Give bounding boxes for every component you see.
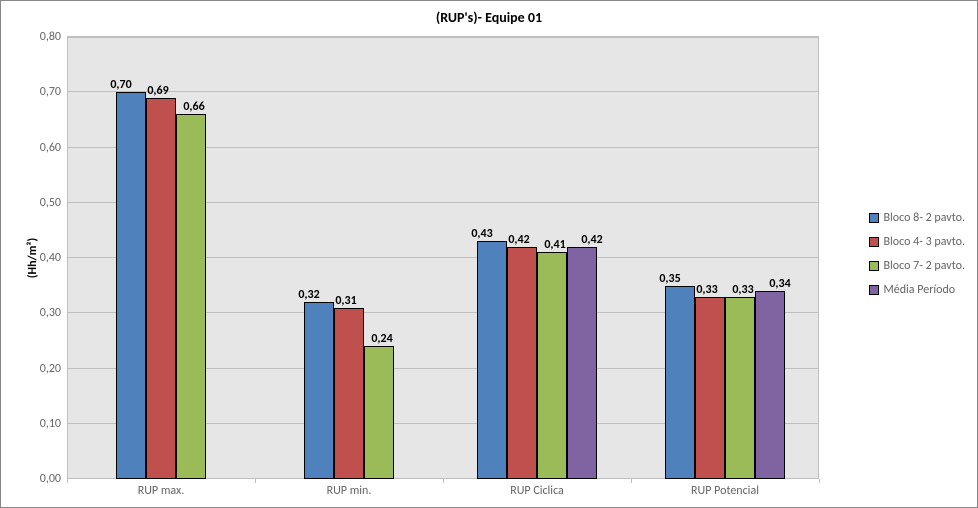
chart-title: (RUP's)- Equipe 01	[1, 1, 977, 26]
legend-swatch	[869, 285, 879, 295]
legend-swatch	[869, 261, 879, 271]
category-group: 0,700,690,66RUP max.	[67, 37, 255, 479]
y-tick-label: 0,50	[40, 196, 67, 210]
y-tick-label: 0,10	[40, 417, 67, 431]
category-group: 0,430,420,410,42RUP Ciclica	[443, 37, 631, 479]
bar-value-label: 0,41	[544, 238, 565, 252]
bar-value-label: 0,33	[732, 283, 753, 297]
legend-label: Bloco 8- 2 pavto.	[884, 211, 965, 225]
bar-value-label: 0,43	[471, 227, 492, 241]
bar: 0,69	[146, 98, 176, 479]
bar: 0,41	[537, 252, 567, 479]
bar-value-label: 0,32	[298, 288, 319, 302]
bar: 0,42	[507, 247, 537, 479]
bar: 0,24	[364, 346, 394, 479]
bar: 0,66	[176, 114, 206, 479]
bar-value-label: 0,69	[147, 84, 168, 98]
y-tick-label: 0,70	[40, 85, 67, 99]
x-tick-label: RUP Ciclica	[443, 479, 631, 498]
x-tick-label: RUP Potencial	[631, 479, 819, 498]
bar-value-label: 0,34	[769, 277, 790, 291]
bar: 0,34	[755, 291, 785, 479]
bar-value-label: 0,33	[696, 283, 717, 297]
bar-value-label: 0,42	[508, 233, 529, 247]
bar: 0,33	[725, 297, 755, 479]
bar-cluster: 0,700,690,66	[67, 37, 255, 479]
bar: 0,32	[304, 302, 334, 479]
bar-value-label: 0,70	[110, 78, 131, 92]
legend-label: Bloco 7- 2 pavto.	[884, 259, 965, 273]
bar: 0,70	[116, 92, 146, 479]
x-tick-label: RUP max.	[67, 479, 255, 498]
category-group: 0,320,310,24RUP min.	[255, 37, 443, 479]
bar: 0,42	[567, 247, 597, 479]
legend: Bloco 8- 2 pavto. Bloco 4- 3 pavto. Bloco …	[869, 211, 965, 297]
y-tick-label: 0,40	[40, 251, 67, 265]
x-tick-label: RUP min.	[255, 479, 443, 498]
bar-value-label: 0,42	[581, 233, 602, 247]
legend-item: Bloco 7- 2 pavto.	[869, 259, 965, 273]
x-tick	[819, 479, 820, 483]
bar-cluster: 0,350,330,330,34	[631, 37, 819, 479]
legend-swatch	[869, 237, 879, 247]
bar-value-label: 0,35	[659, 272, 680, 286]
legend-item: Média Período	[869, 283, 965, 297]
bar: 0,35	[665, 286, 695, 479]
y-tick-label: 0,20	[40, 362, 67, 376]
y-tick-label: 0,30	[40, 306, 67, 320]
bar: 0,43	[477, 241, 507, 479]
y-tick-label: 0,60	[40, 141, 67, 155]
y-tick-label: 0,00	[40, 472, 67, 486]
bar-value-label: 0,24	[371, 332, 392, 346]
bar-value-label: 0,66	[183, 100, 204, 114]
bar: 0,33	[695, 297, 725, 479]
legend-item: Bloco 4- 3 pavto.	[869, 235, 965, 249]
bar: 0,31	[334, 308, 364, 479]
chart-container: (RUP's)- Equipe 01 (Hh/m²) 0,700,690,66R…	[0, 0, 978, 508]
legend-label: Média Período	[884, 283, 956, 297]
bar-cluster: 0,430,420,410,42	[443, 37, 631, 479]
plot-area: (Hh/m²) 0,700,690,66RUP max.0,320,310,24…	[67, 37, 819, 479]
legend-swatch	[869, 213, 879, 223]
y-tick-label: 0,80	[40, 30, 67, 44]
category-group: 0,350,330,330,34RUP Potencial	[631, 37, 819, 479]
legend-item: Bloco 8- 2 pavto.	[869, 211, 965, 225]
y-axis-title: (Hh/m²)	[26, 238, 40, 278]
bar-value-label: 0,31	[335, 294, 356, 308]
bar-cluster: 0,320,310,24	[255, 37, 443, 479]
legend-label: Bloco 4- 3 pavto.	[884, 235, 965, 249]
